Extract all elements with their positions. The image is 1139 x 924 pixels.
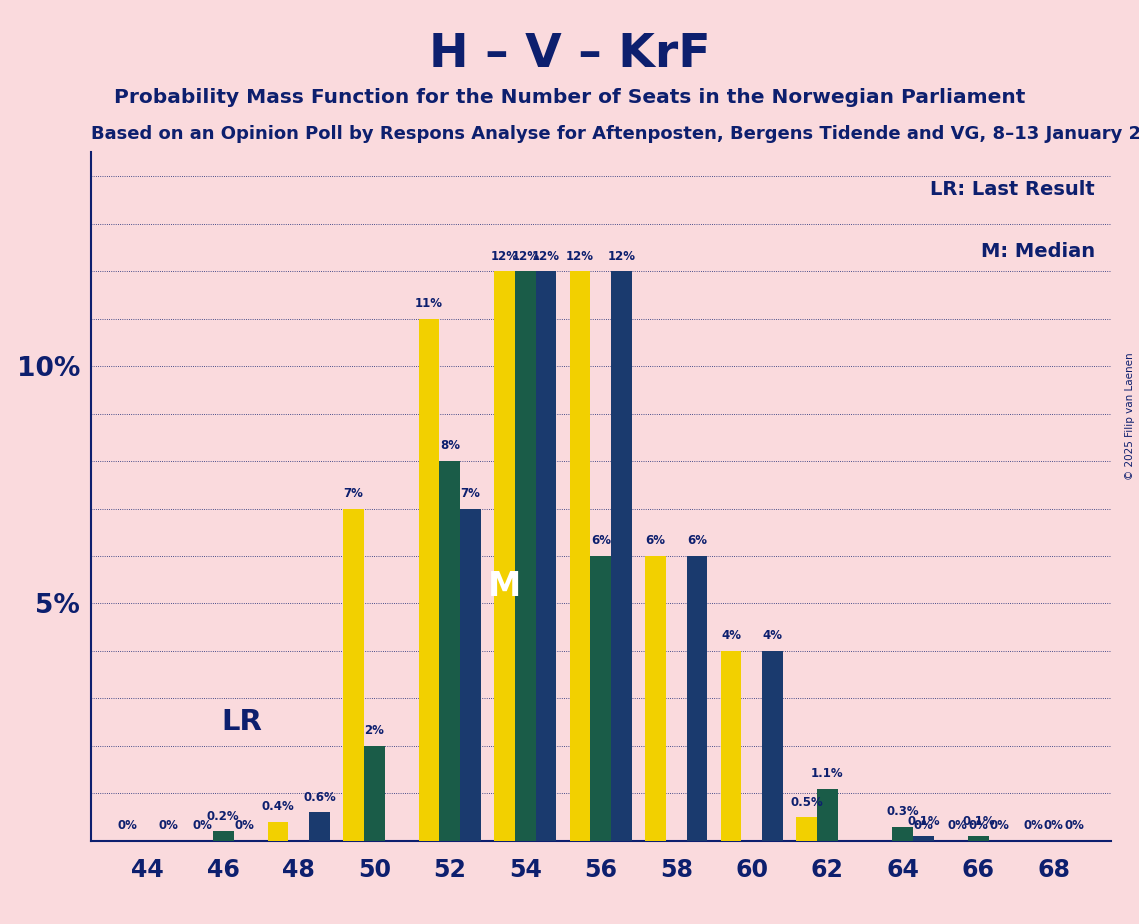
Text: 0%: 0% [235,820,254,833]
Text: 0%: 0% [913,820,934,833]
Text: 7%: 7% [344,487,363,500]
Bar [590,556,612,841]
Text: LR: LR [222,709,263,736]
Text: 0%: 0% [117,820,137,833]
Text: 0.6%: 0.6% [303,791,336,804]
Text: 6%: 6% [591,534,611,547]
Bar [515,271,535,841]
Text: © 2025 Filip van Laenen: © 2025 Filip van Laenen [1125,352,1134,480]
Text: 0%: 0% [1065,820,1084,833]
Text: H – V – KrF: H – V – KrF [428,32,711,78]
Text: LR: Last Result: LR: Last Result [931,180,1096,199]
Bar [440,461,460,841]
Text: 6%: 6% [646,534,665,547]
Text: 0.2%: 0.2% [207,809,239,822]
Text: 0%: 0% [158,820,179,833]
Text: 8%: 8% [440,440,460,453]
Text: 0.4%: 0.4% [262,800,294,813]
Text: 0.3%: 0.3% [886,805,919,818]
Bar [796,817,817,841]
Bar [612,271,632,841]
Bar [213,832,233,841]
Text: M: M [487,570,522,603]
Bar [419,319,440,841]
Text: 0%: 0% [968,820,989,833]
Bar [645,556,666,841]
Bar [343,508,363,841]
Text: 12%: 12% [511,249,539,262]
Text: 0%: 0% [1023,820,1043,833]
Text: 0%: 0% [989,820,1009,833]
Bar [721,650,741,841]
Text: 2%: 2% [364,724,384,737]
Bar [363,746,385,841]
Bar [762,650,782,841]
Text: 0%: 0% [1044,820,1064,833]
Text: 4%: 4% [763,629,782,642]
Bar [687,556,707,841]
Text: 0%: 0% [192,820,213,833]
Text: 0.1%: 0.1% [908,815,940,828]
Bar [460,508,481,841]
Bar [268,821,288,841]
Text: 4%: 4% [721,629,741,642]
Bar [893,827,913,841]
Text: 7%: 7% [460,487,481,500]
Text: 12%: 12% [607,249,636,262]
Text: 12%: 12% [532,249,560,262]
Text: 6%: 6% [687,534,707,547]
Bar [494,271,515,841]
Text: 0.1%: 0.1% [962,815,994,828]
Text: 12%: 12% [491,249,518,262]
Bar [968,836,989,841]
Text: 0.5%: 0.5% [790,796,823,808]
Bar [817,788,838,841]
Bar [309,812,330,841]
Text: M: Median: M: Median [981,242,1096,261]
Text: 1.1%: 1.1% [811,767,844,780]
Text: 11%: 11% [415,298,443,310]
Text: 0%: 0% [948,820,967,833]
Text: 12%: 12% [566,249,595,262]
Text: Probability Mass Function for the Number of Seats in the Norwegian Parliament: Probability Mass Function for the Number… [114,88,1025,107]
Bar [913,836,934,841]
Bar [535,271,557,841]
Text: Based on an Opinion Poll by Respons Analyse for Aftenposten, Bergens Tidende and: Based on an Opinion Poll by Respons Anal… [91,125,1139,142]
Bar [570,271,590,841]
